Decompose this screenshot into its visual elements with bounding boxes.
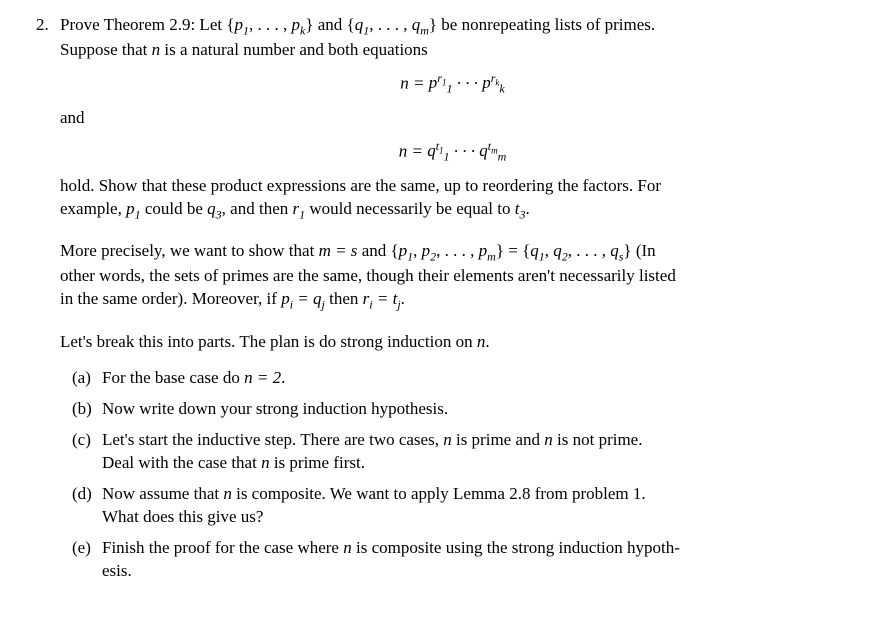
subpart-label: (a) — [72, 367, 102, 390]
text: then — [325, 289, 363, 308]
text: is composite using the strong induction … — [352, 538, 680, 557]
math-p1r1: pr11 — [429, 73, 453, 92]
math-p1: p1 — [399, 241, 414, 260]
text: Finish the proof for the case where — [102, 538, 343, 557]
equation-2: n = qt11 · · · qtmm — [60, 138, 845, 165]
dots: , . . . , — [249, 15, 292, 34]
math-qs: qs — [610, 241, 623, 260]
math-p1: p1 — [126, 199, 141, 218]
subpart-label: (c) — [72, 429, 102, 475]
math-n-eq: n = — [399, 141, 427, 160]
math-m-eq-s: m = s — [319, 241, 358, 260]
subpart-text: Let's start the inductive step. There ar… — [102, 429, 845, 475]
text: . — [401, 289, 405, 308]
break-paragraph: Let's break this into parts. The plan is… — [60, 331, 845, 354]
math-n: n — [152, 40, 161, 59]
text: esis. — [102, 561, 132, 580]
math-p2: p2 — [422, 241, 437, 260]
subpart-d: (d) Now assume that n is composite. We w… — [72, 483, 845, 529]
subpart-a: (a) For the base case do n = 2. — [72, 367, 845, 390]
math-t3: t3 — [515, 199, 526, 218]
hold-paragraph: hold. Show that these product expression… — [60, 175, 845, 223]
subpart-b: (b) Now write down your strong induction… — [72, 398, 845, 421]
math-pkrk: prkk — [482, 73, 505, 92]
text: could be — [141, 199, 208, 218]
subpart-label: (e) — [72, 537, 102, 583]
text: is prime first. — [270, 453, 365, 472]
subpart-text: Now assume that n is composite. We want … — [102, 483, 845, 529]
problem-number: 2. — [36, 14, 60, 591]
text: . — [485, 332, 489, 351]
math-n: n — [261, 453, 270, 472]
text: hold. Show that these product expression… — [60, 176, 661, 195]
math-qmtm: qtmm — [479, 141, 506, 160]
subpart-text: Now write down your strong induction hyp… — [102, 398, 845, 421]
problem-2: 2. Prove Theorem 2.9: Let {p1, . . . , p… — [36, 14, 845, 591]
math-n: n — [223, 484, 232, 503]
text: is a natural number and both equations — [160, 40, 428, 59]
text: would necessarily be equal to — [305, 199, 515, 218]
text: and { — [357, 241, 398, 260]
subparts-list: (a) For the base case do n = 2. (b) Now … — [60, 367, 845, 583]
math-n-eq-2: n = 2 — [244, 368, 281, 387]
text: is not prime. — [553, 430, 643, 449]
math-q1: q1 — [530, 241, 545, 260]
math-qm: qm — [412, 15, 429, 34]
dots: , . . . , — [436, 241, 479, 260]
text: For the base case do — [102, 368, 244, 387]
math-q3: q3 — [207, 199, 222, 218]
math-ri-eq-tj: ri = tj — [363, 289, 401, 308]
dots: , . . . , — [369, 15, 412, 34]
text: . — [281, 368, 285, 387]
text: Suppose that — [60, 40, 152, 59]
math-q1: q1 — [355, 15, 370, 34]
subpart-text: For the base case do n = 2. — [102, 367, 845, 390]
precise-paragraph: More precisely, we want to show that m =… — [60, 240, 845, 312]
text: . — [525, 199, 529, 218]
text: } (In — [623, 241, 655, 260]
text: } = { — [496, 241, 530, 260]
math-pm: pm — [479, 241, 496, 260]
math-n: n — [443, 430, 452, 449]
text: in the same order). Moreover, if — [60, 289, 281, 308]
math-q1t1: qt11 — [427, 141, 449, 160]
text: } be nonrepeating lists of primes. — [429, 15, 655, 34]
text: More precisely, we want to show that — [60, 241, 319, 260]
cdots: · · · — [450, 141, 480, 160]
problem-body: Prove Theorem 2.9: Let {p1, . . . , pk} … — [60, 14, 845, 591]
equation-1: n = pr11 · · · prkk — [60, 70, 845, 97]
math-pk: pk — [292, 15, 306, 34]
math-n-eq: n = — [400, 73, 428, 92]
math-p1: p1 — [235, 15, 250, 34]
math-pi-eq-qj: pi = qj — [281, 289, 325, 308]
math-n: n — [544, 430, 553, 449]
text: } and { — [305, 15, 354, 34]
text: Deal with the case that — [102, 453, 261, 472]
text: , and then — [222, 199, 293, 218]
subpart-label: (b) — [72, 398, 102, 421]
text: Prove Theorem 2.9: Let { — [60, 15, 235, 34]
document-page: 2. Prove Theorem 2.9: Let {p1, . . . , p… — [0, 0, 881, 641]
dots: , . . . , — [568, 241, 611, 260]
text: Let's break this into parts. The plan is… — [60, 332, 477, 351]
subpart-c: (c) Let's start the inductive step. Ther… — [72, 429, 845, 475]
text: other words, the sets of primes are the … — [60, 266, 676, 285]
and-text: and — [60, 107, 845, 130]
math-r1: r1 — [293, 199, 306, 218]
text: What does this give us? — [102, 507, 263, 526]
intro-paragraph: Prove Theorem 2.9: Let {p1, . . . , pk} … — [60, 14, 845, 62]
subpart-label: (d) — [72, 483, 102, 529]
math-n: n — [343, 538, 352, 557]
subpart-text: Finish the proof for the case where n is… — [102, 537, 845, 583]
text: is prime and — [452, 430, 545, 449]
text: Now assume that — [102, 484, 223, 503]
math-q2: q2 — [553, 241, 568, 260]
text: Let's start the inductive step. There ar… — [102, 430, 443, 449]
text: example, — [60, 199, 126, 218]
subpart-e: (e) Finish the proof for the case where … — [72, 537, 845, 583]
cdots: · · · — [452, 73, 482, 92]
text: is composite. We want to apply Lemma 2.8… — [232, 484, 646, 503]
